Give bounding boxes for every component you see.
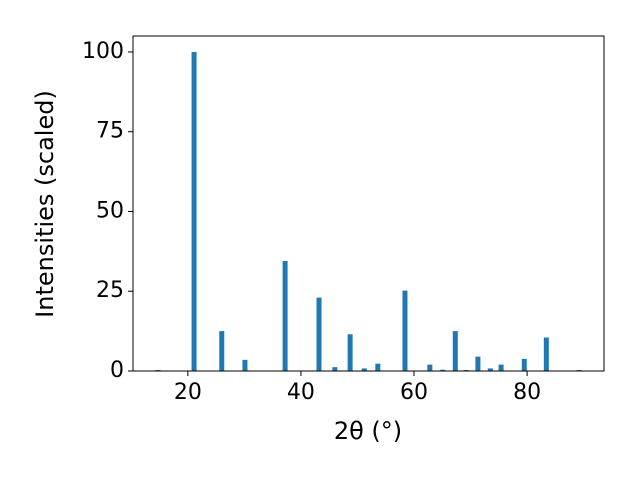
- bar: [375, 363, 381, 371]
- y-tick-label: 0: [110, 358, 124, 383]
- x-tick-label: 40: [287, 380, 315, 405]
- bar: [242, 359, 248, 371]
- bar: [452, 331, 458, 371]
- x-tick-label: 60: [400, 380, 428, 405]
- bar: [498, 364, 504, 371]
- x-axis-title: 2θ (°): [334, 417, 402, 445]
- bar: [347, 334, 353, 371]
- plot-frame: [132, 35, 605, 372]
- x-tick-label: 20: [174, 380, 202, 405]
- bar: [521, 358, 527, 371]
- bar: [282, 260, 288, 371]
- bar: [332, 367, 338, 371]
- bar: [475, 356, 481, 371]
- bar: [191, 51, 197, 371]
- y-axis-title: Intensities (scaled): [31, 90, 59, 318]
- bar: [219, 331, 225, 371]
- y-tick-label: 75: [96, 119, 124, 144]
- bar: [543, 337, 549, 371]
- x-tick-label: 80: [513, 380, 541, 405]
- y-tick-label: 50: [96, 198, 124, 223]
- y-tick-label: 100: [82, 39, 124, 64]
- bar: [427, 364, 433, 371]
- bar: [316, 297, 322, 371]
- bar: [487, 368, 493, 371]
- bar: [361, 368, 367, 371]
- bar: [402, 290, 408, 371]
- bar: [440, 369, 446, 371]
- y-tick-label: 25: [96, 278, 124, 303]
